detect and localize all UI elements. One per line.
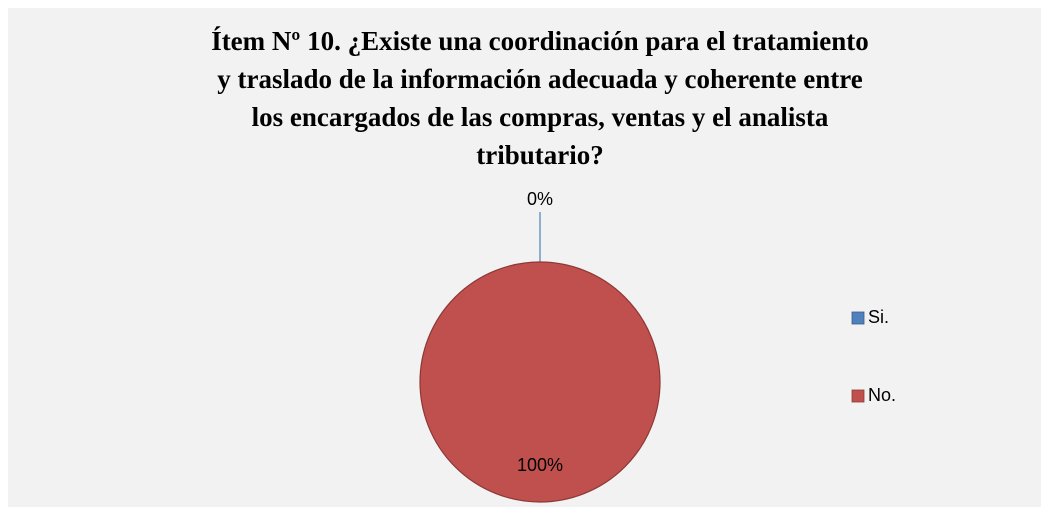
data-label: 100% [517, 455, 563, 475]
legend-label: No. [868, 385, 896, 405]
legend-swatch [851, 389, 865, 403]
legend-label: Si. [868, 307, 889, 327]
data-label: 0% [527, 189, 553, 209]
legend-swatch [851, 311, 865, 325]
pie-slice [419, 261, 661, 503]
chart-title: Ítem Nº 10. ¿Existe una coordinación par… [211, 26, 869, 170]
